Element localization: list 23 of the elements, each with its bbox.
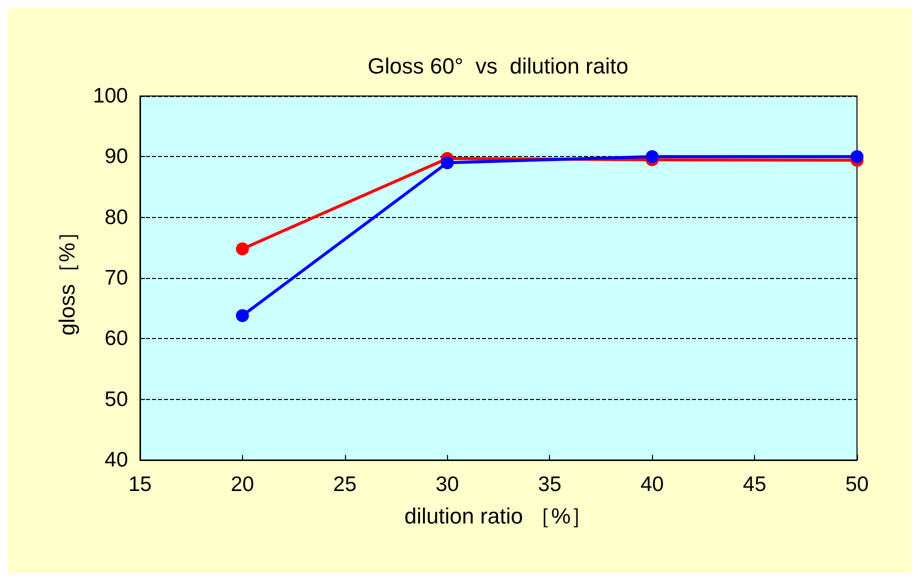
- y-axis-title: gloss［%］: [54, 220, 80, 336]
- x-tick-label: 20: [230, 473, 254, 496]
- point: [646, 150, 659, 164]
- x-tick-label: 30: [436, 473, 459, 496]
- x-tick-label: 15: [128, 473, 152, 496]
- x-axis-title: dilution ratio ［%］: [404, 504, 593, 528]
- point: [236, 309, 249, 322]
- x-tick-label: 25: [333, 473, 357, 496]
- y-tick-label: 60: [104, 327, 128, 350]
- chart-title: Gloss 60° vs dilution raito: [368, 54, 628, 78]
- y-tick-label: 80: [104, 206, 128, 229]
- x-tick-label: 50: [845, 473, 869, 496]
- point: [440, 156, 454, 170]
- x-tick-label: 35: [538, 473, 562, 496]
- point: [236, 242, 249, 256]
- y-tick-label: 90: [104, 145, 128, 168]
- y-tick-label: 100: [92, 84, 128, 108]
- y-tick-label: 40: [104, 448, 128, 472]
- y-tick-label: 70: [104, 266, 128, 290]
- x-tick-label: 45: [742, 473, 766, 496]
- x-tick-label: 40: [640, 473, 664, 496]
- y-tick-label: 50: [104, 388, 128, 411]
- point: [850, 150, 864, 164]
